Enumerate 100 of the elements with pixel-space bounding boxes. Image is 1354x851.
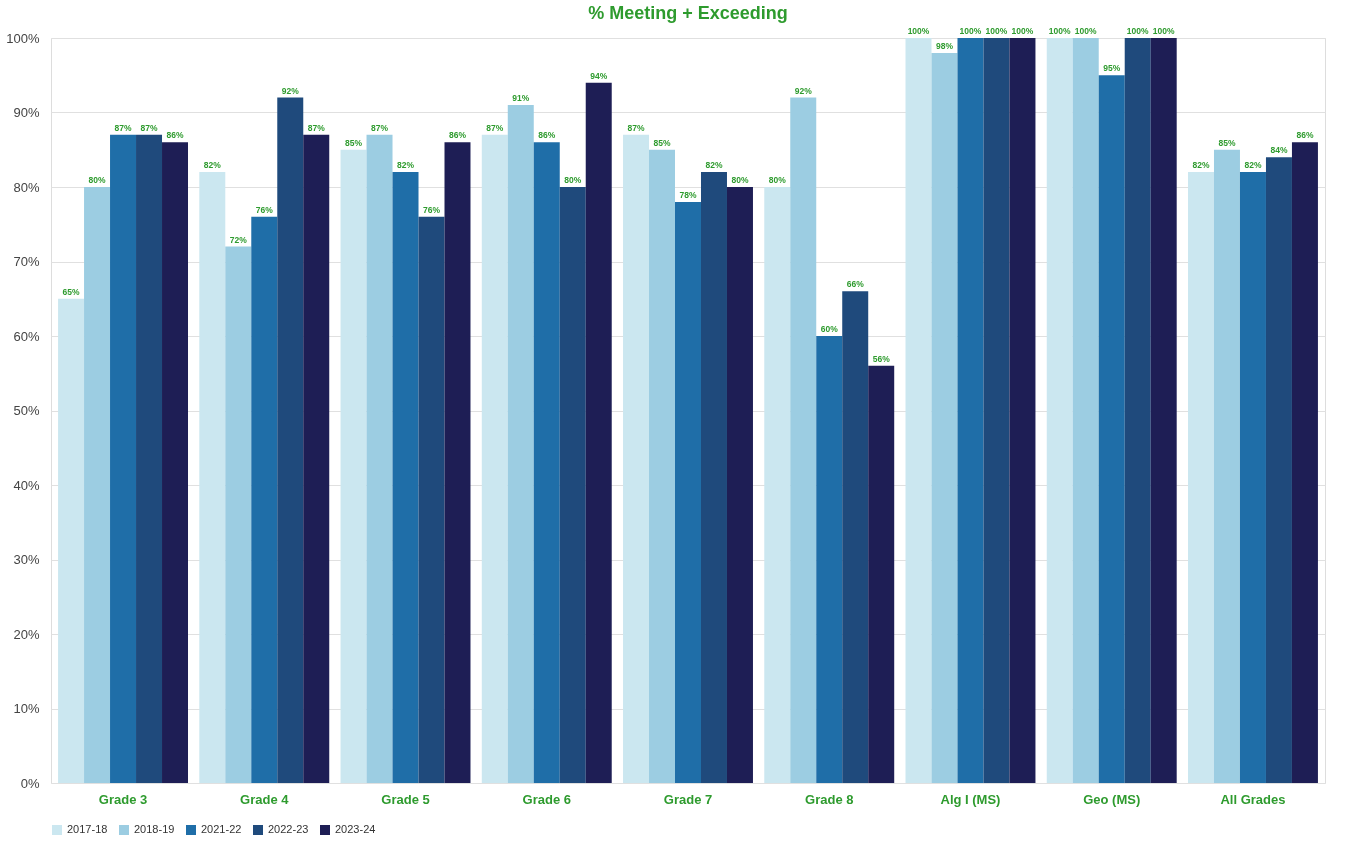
bar bbox=[162, 142, 188, 783]
data-label: 87% bbox=[307, 122, 326, 133]
data-label: 100% bbox=[959, 26, 982, 36]
bar bbox=[481, 134, 508, 783]
x-tick-label: Grade 8 bbox=[805, 791, 854, 807]
data-label: 87% bbox=[486, 122, 504, 133]
bar bbox=[905, 38, 932, 783]
bar bbox=[418, 216, 445, 783]
x-tick-label: Alg I (MS) bbox=[940, 791, 1001, 807]
data-label: 87% bbox=[627, 122, 645, 133]
data-label: 94% bbox=[590, 70, 608, 81]
bar bbox=[842, 291, 869, 783]
y-tick-label: 70% bbox=[13, 254, 40, 269]
data-label: 92% bbox=[281, 85, 300, 96]
x-tick-label: Grade 6 bbox=[522, 791, 571, 807]
bar bbox=[1009, 38, 1036, 783]
y-tick-label: 90% bbox=[13, 105, 40, 120]
bar bbox=[136, 134, 163, 783]
bar bbox=[303, 134, 330, 783]
bar bbox=[533, 142, 560, 783]
bar bbox=[225, 246, 252, 783]
bar bbox=[1291, 142, 1318, 783]
bar bbox=[675, 201, 701, 783]
y-tick-label: 40% bbox=[13, 477, 40, 493]
x-tick-label: All Grades bbox=[1220, 791, 1286, 807]
data-label: 95% bbox=[1103, 63, 1121, 74]
data-label: 80% bbox=[731, 175, 749, 185]
bar bbox=[340, 149, 367, 783]
data-label: 78% bbox=[679, 189, 697, 200]
chart-title: % Meeting + Exceeding bbox=[588, 3, 788, 23]
bar bbox=[199, 172, 226, 783]
bar bbox=[507, 105, 534, 783]
data-label: 100% bbox=[1152, 26, 1176, 36]
y-tick-label: 60% bbox=[13, 328, 40, 344]
x-tick-label: Grade 7 bbox=[663, 791, 713, 807]
y-tick-label: 80% bbox=[13, 179, 40, 195]
data-label: 56% bbox=[872, 353, 891, 364]
bar bbox=[251, 216, 278, 783]
bar bbox=[816, 336, 843, 783]
data-label: 72% bbox=[229, 234, 248, 245]
y-tick-label: 30% bbox=[13, 552, 40, 567]
bar bbox=[1188, 172, 1214, 783]
data-label: 100% bbox=[1074, 26, 1098, 36]
y-tick-label: 20% bbox=[13, 626, 40, 642]
bar bbox=[790, 97, 817, 783]
bar bbox=[58, 298, 85, 783]
data-label: 66% bbox=[846, 279, 865, 290]
y-tick-label: 50% bbox=[13, 403, 40, 418]
data-label: 86% bbox=[166, 130, 184, 141]
bar bbox=[110, 134, 137, 783]
data-label: 84% bbox=[1270, 145, 1288, 156]
bar bbox=[366, 134, 393, 783]
data-label: 100% bbox=[1011, 26, 1034, 36]
bar bbox=[1239, 172, 1266, 783]
data-label: 100% bbox=[1126, 26, 1150, 36]
bar bbox=[1072, 38, 1099, 783]
data-label: 87% bbox=[140, 122, 158, 133]
bar bbox=[700, 172, 727, 783]
data-label: 85% bbox=[1218, 137, 1236, 148]
bar bbox=[277, 97, 304, 783]
y-tick-label: 100% bbox=[6, 30, 40, 46]
legend-label: 2023-24 bbox=[335, 823, 376, 835]
bar bbox=[392, 172, 419, 783]
y-tick-label: 0% bbox=[20, 775, 40, 791]
bar bbox=[1098, 75, 1125, 783]
data-label: 82% bbox=[203, 160, 222, 171]
data-label: 85% bbox=[345, 137, 363, 148]
data-label: 91% bbox=[512, 93, 530, 104]
bar bbox=[559, 187, 586, 783]
data-label: 98% bbox=[935, 40, 954, 51]
data-label: 100% bbox=[985, 26, 1008, 36]
x-tick-label: Grade 4 bbox=[240, 791, 290, 807]
bar bbox=[868, 365, 895, 783]
data-label: 87% bbox=[114, 122, 132, 133]
bar bbox=[623, 134, 650, 783]
bar bbox=[1213, 149, 1240, 783]
data-label: 82% bbox=[1244, 160, 1262, 171]
data-label: 80% bbox=[88, 175, 106, 185]
data-label: 82% bbox=[397, 160, 415, 171]
bar bbox=[1124, 38, 1151, 783]
data-label: 65% bbox=[62, 286, 80, 297]
legend-label: 2018-19 bbox=[134, 823, 175, 835]
data-label: 92% bbox=[794, 85, 813, 96]
data-label: 100% bbox=[1048, 26, 1072, 36]
bar bbox=[726, 187, 753, 783]
x-tick-label: Grade 5 bbox=[381, 791, 430, 807]
legend-label: 2017-18 bbox=[67, 823, 108, 835]
data-label: 82% bbox=[705, 160, 723, 171]
data-label: 85% bbox=[653, 137, 671, 148]
bar bbox=[983, 38, 1010, 783]
data-label: 86% bbox=[538, 130, 556, 141]
legend-label: 2022-23 bbox=[268, 823, 309, 835]
data-label: 86% bbox=[448, 130, 467, 141]
data-label: 80% bbox=[768, 175, 787, 185]
data-label: 60% bbox=[820, 324, 839, 334]
bar bbox=[585, 82, 612, 783]
x-tick-label: Geo (MS) bbox=[1083, 791, 1141, 807]
bar bbox=[1150, 38, 1177, 783]
data-label: 76% bbox=[423, 204, 441, 215]
bar bbox=[1046, 38, 1073, 783]
